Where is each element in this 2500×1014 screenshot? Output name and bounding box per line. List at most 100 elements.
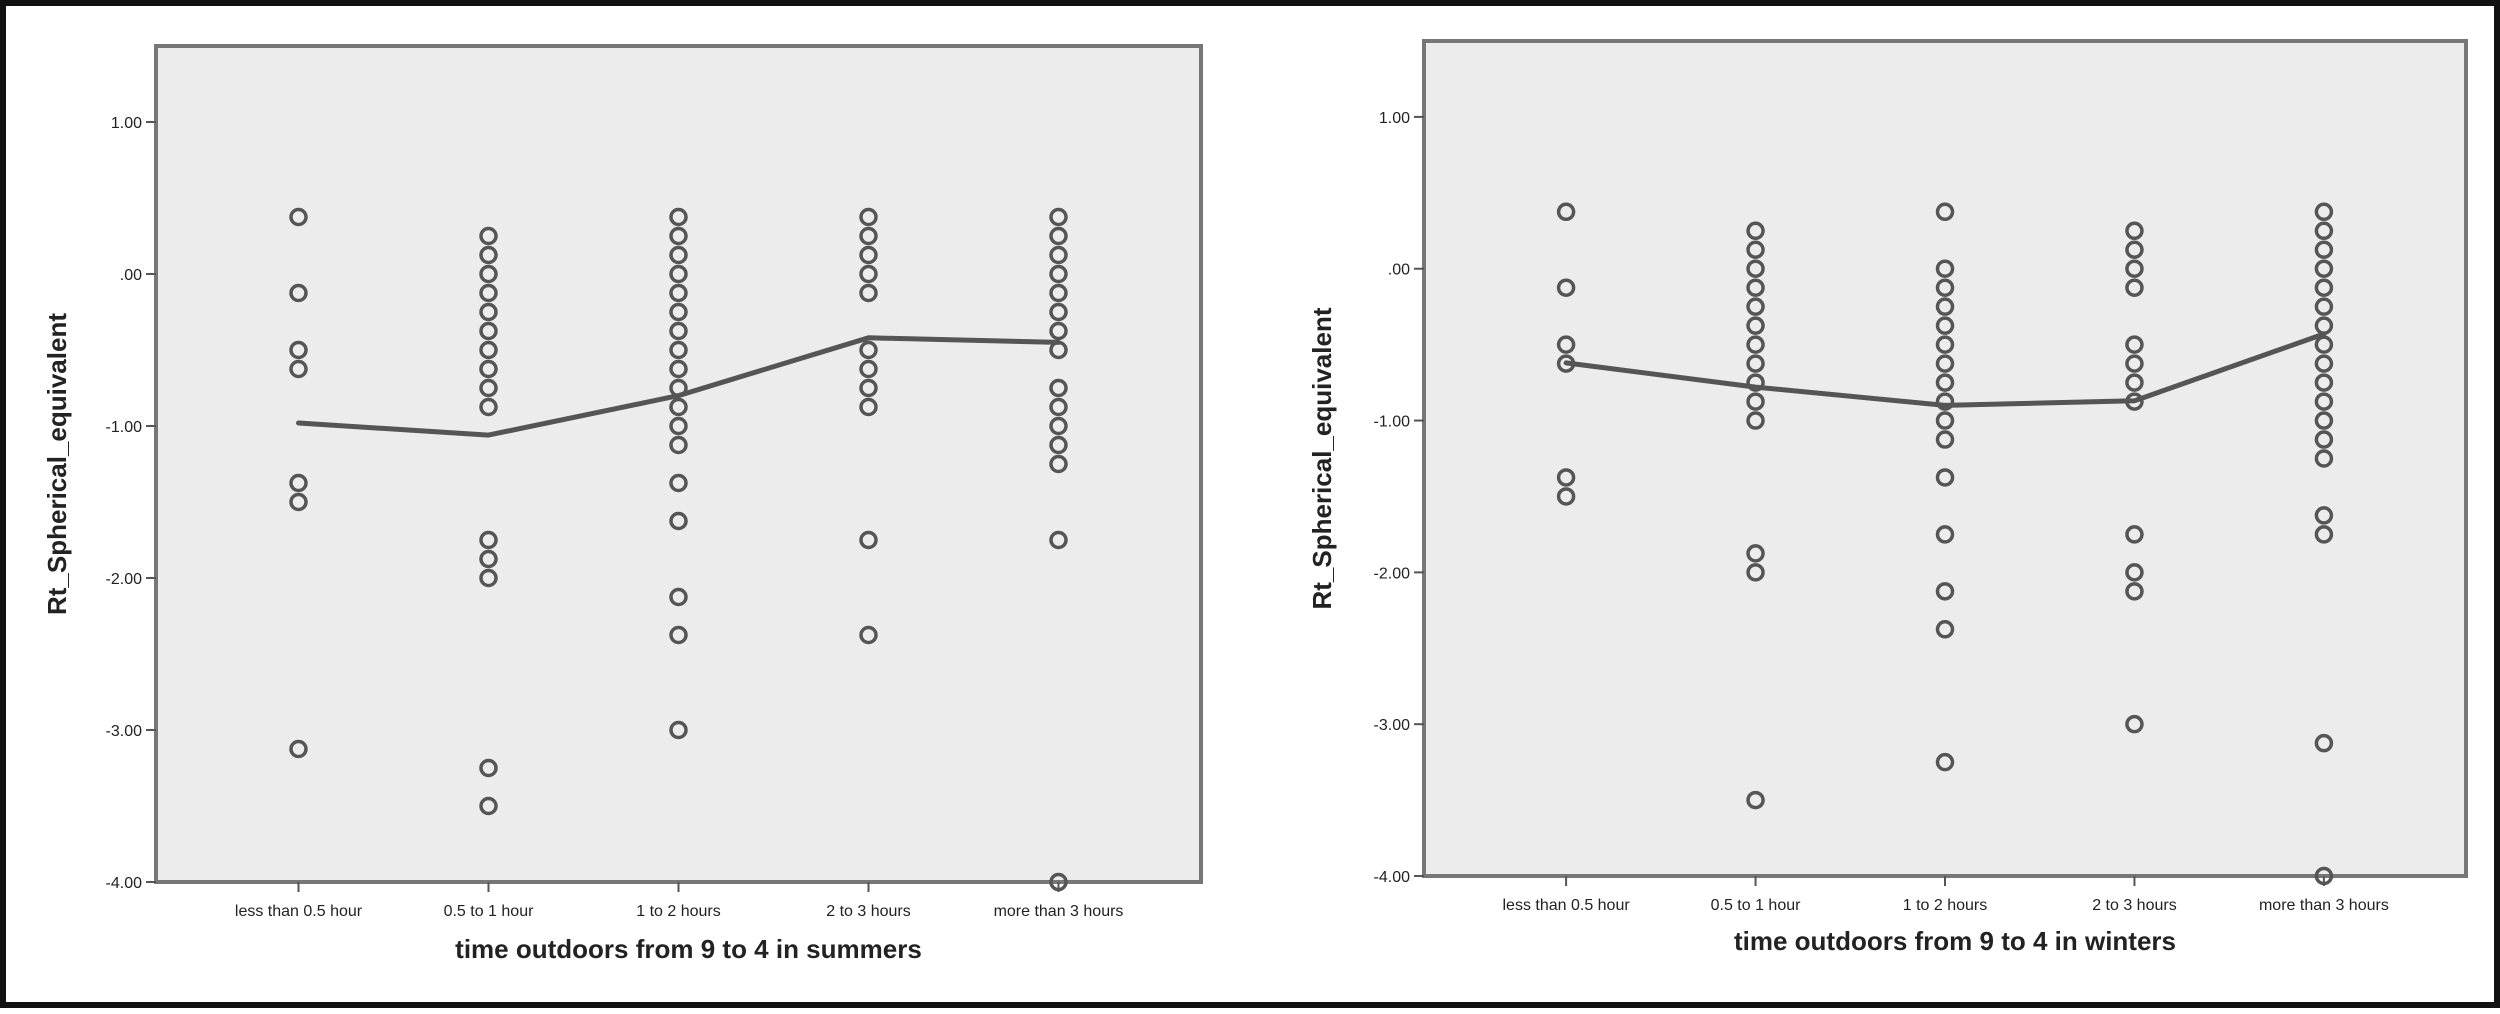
data-point [479,758,498,778]
data-point [479,226,498,246]
data-point [479,283,498,303]
chart-summers: 1.00 .00 -1.00 -2.00 -3.00 -4.00 less than 0.5… [42,44,1203,964]
data-point [1935,354,1955,373]
data-point [1746,373,1765,392]
data-point [1556,335,1576,354]
data-point [479,302,498,322]
data-point [859,264,878,284]
data-point [289,492,308,512]
data-point [1935,620,1955,639]
data-point [669,359,688,379]
data-point [669,245,688,265]
data-point [1935,752,1955,772]
data-point [1746,335,1765,354]
data-point [1935,202,1955,222]
data-point [1935,430,1955,449]
data-point [479,530,498,550]
data-point [2314,240,2334,259]
x-tick-label: 0.5 to 1 hour [444,903,535,920]
data-point [859,378,878,398]
data-point [1049,454,1068,474]
data-point [1049,283,1068,303]
data-point [2314,430,2334,449]
plot-area [154,44,1203,884]
data-point [2314,506,2334,525]
data-point [2125,373,2144,392]
data-point [2314,866,2334,886]
data-point [1746,544,1765,563]
data-point [479,378,498,398]
data-point [859,226,878,246]
data-point [1746,354,1765,373]
y-axis-title: Rt_Spherical_equivalent [1307,307,1337,609]
data-point [479,245,498,265]
mean-line [296,335,1061,438]
data-point [2314,733,2334,753]
data-point [1746,240,1765,259]
data-point [2314,278,2334,297]
data-point [1935,335,1955,354]
data-point [1049,416,1068,436]
data-point [1935,582,1955,601]
y-axis-title: Rt_Spherical_equivalent [42,313,72,615]
y-tick-label: -4.00 [106,875,143,892]
data-point [669,720,688,740]
chart-winters: 1.00 .00 -1.00 -2.00 -3.00 -4.00 less than 0.5… [1307,39,2468,956]
data-point [2314,373,2334,392]
data-point [859,359,878,379]
y-tick-label: 1.00 [111,115,142,132]
data-point [2125,582,2144,601]
data-point [669,473,688,493]
y-tick-label: -3.00 [1374,717,1411,734]
data-point [2125,240,2144,259]
data-point [289,283,308,303]
x-axis-title: time outdoors from 9 to 4 in winters [1734,926,2176,956]
data-point [2314,335,2334,354]
data-point [669,397,688,417]
data-point [1935,259,1955,278]
data-point [2125,525,2144,544]
x-axis-title: time outdoors from 9 to 4 in summers [455,934,922,964]
y-tick-label: -1.00 [1374,414,1411,431]
x-tick-label: less than 0.5 hour [1502,897,1630,914]
data-point [859,283,878,303]
data-point [859,530,878,550]
x-tick-label: 0.5 to 1 hour [1711,897,1802,914]
data-point [479,340,498,360]
data-point [1935,411,1955,430]
x-tick-label: less than 0.5 hour [235,903,363,920]
data-point [479,796,498,816]
data-point [1556,468,1576,487]
data-point [669,435,688,455]
data-point [2125,278,2144,297]
data-point [2314,259,2334,278]
data-point [1935,525,1955,544]
data-point [479,397,498,417]
data-point [2125,354,2144,373]
data-point [1935,316,1955,335]
data-point [1049,264,1068,284]
x-tick-label: 2 to 3 hours [2092,897,2177,914]
data-point [2125,335,2144,354]
data-point [2125,563,2144,582]
data-point [1746,392,1765,411]
data-point [669,226,688,246]
data-point [859,625,878,645]
data-point [289,739,308,759]
y-tick-label: -1.00 [106,419,143,436]
data-point [1746,411,1765,430]
data-point [1049,378,1068,398]
data-point [859,245,878,265]
y-tick-label: 1.00 [1379,110,1410,127]
data-point [289,473,308,493]
data-point [1049,207,1068,227]
y-tick-label: -2.00 [1374,565,1411,582]
data-point [1049,872,1068,892]
charts-svg: 1.00 .00 -1.00 -2.00 -3.00 -4.00 less than 0.5… [42,39,2468,964]
data-point [1049,435,1068,455]
data-point [1556,202,1576,222]
data-point [1556,487,1576,506]
data-point [859,397,878,417]
data-point [479,568,498,588]
